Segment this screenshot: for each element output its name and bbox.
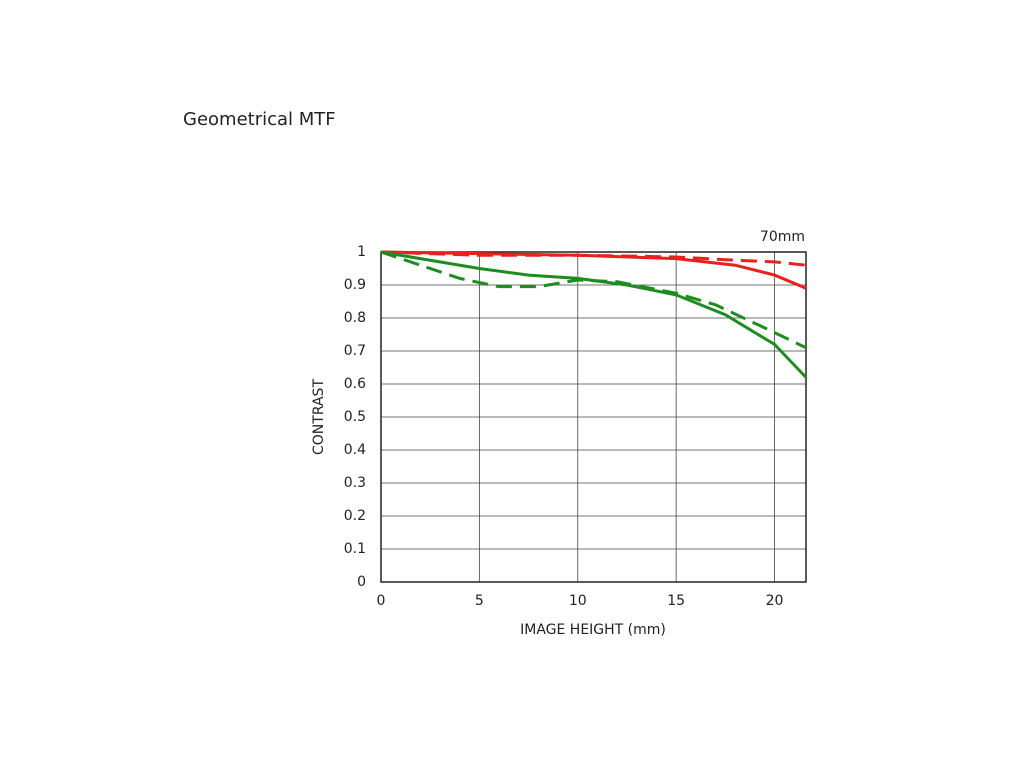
x-tick-label: 5 (475, 593, 484, 609)
y-tick-label: 1 (357, 244, 366, 260)
y-tick-label: 0.4 (344, 442, 366, 458)
x-tick-label: 0 (377, 593, 386, 609)
mtf-line (380, 250, 808, 379)
y-tick-label: 0.5 (344, 409, 366, 425)
y-tick-label: 0.3 (344, 475, 366, 491)
y-tick-label: 0.2 (344, 508, 366, 524)
y-tick-label: 0.7 (344, 343, 366, 359)
annotation: 70mm (760, 229, 805, 245)
y-tick-label: 0.1 (344, 541, 366, 557)
y-tick-label: 0.6 (344, 376, 366, 392)
mtf-line (380, 250, 807, 267)
y-tick-label: 0.8 (344, 310, 366, 326)
y-tick-label: 0 (357, 574, 366, 590)
mtf-line (380, 250, 807, 350)
y-tick-label: 0.9 (344, 277, 366, 293)
chart-title: Geometrical MTF (183, 109, 336, 130)
y-axis-label: CONTRAST (311, 379, 327, 455)
x-axis-label: IMAGE HEIGHT (mm) (520, 622, 666, 638)
plot-frame (380, 251, 807, 583)
mtf-line (380, 250, 807, 290)
x-tick-label: 15 (667, 593, 685, 609)
x-tick-label: 20 (766, 593, 784, 609)
x-tick-label: 10 (569, 593, 587, 609)
